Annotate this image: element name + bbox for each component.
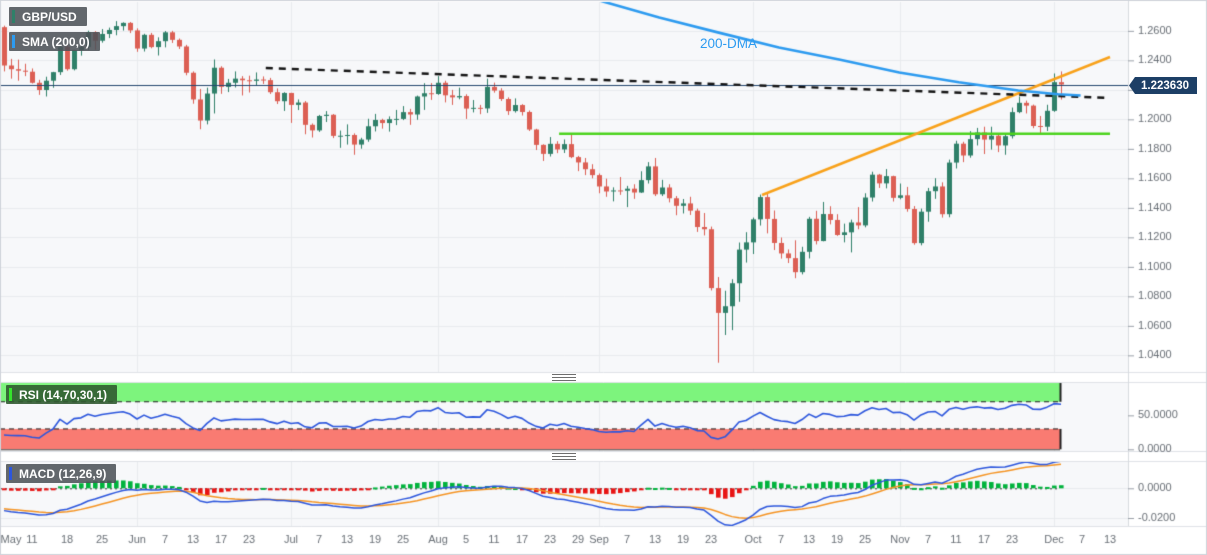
- panel-resize-handle-rsi[interactable]: [552, 374, 576, 383]
- macd-indicator-label[interactable]: MACD (12,26,9): [6, 464, 117, 483]
- sma-series-color-bar: [12, 35, 15, 48]
- sma-indicator-label[interactable]: SMA (200,0): [9, 32, 100, 51]
- current-price-tag: 1.223630: [1129, 77, 1197, 94]
- panel-resize-handle-macd[interactable]: [552, 453, 576, 462]
- symbol-label-text: GBP/USD: [22, 9, 77, 24]
- macd-series-color-bar: [9, 467, 12, 480]
- symbol-series-color-bar: [12, 10, 15, 23]
- dma-annotation: 200-DMA: [700, 36, 758, 51]
- symbol-label[interactable]: GBP/USD: [9, 7, 87, 26]
- macd-label-text: MACD (12,26,9): [19, 466, 107, 481]
- sma-label-text: SMA (200,0): [22, 34, 90, 49]
- rsi-label-text: RSI (14,70,30,1): [19, 387, 108, 402]
- rsi-indicator-label[interactable]: RSI (14,70,30,1): [6, 385, 118, 404]
- rsi-series-color-bar: [9, 388, 12, 401]
